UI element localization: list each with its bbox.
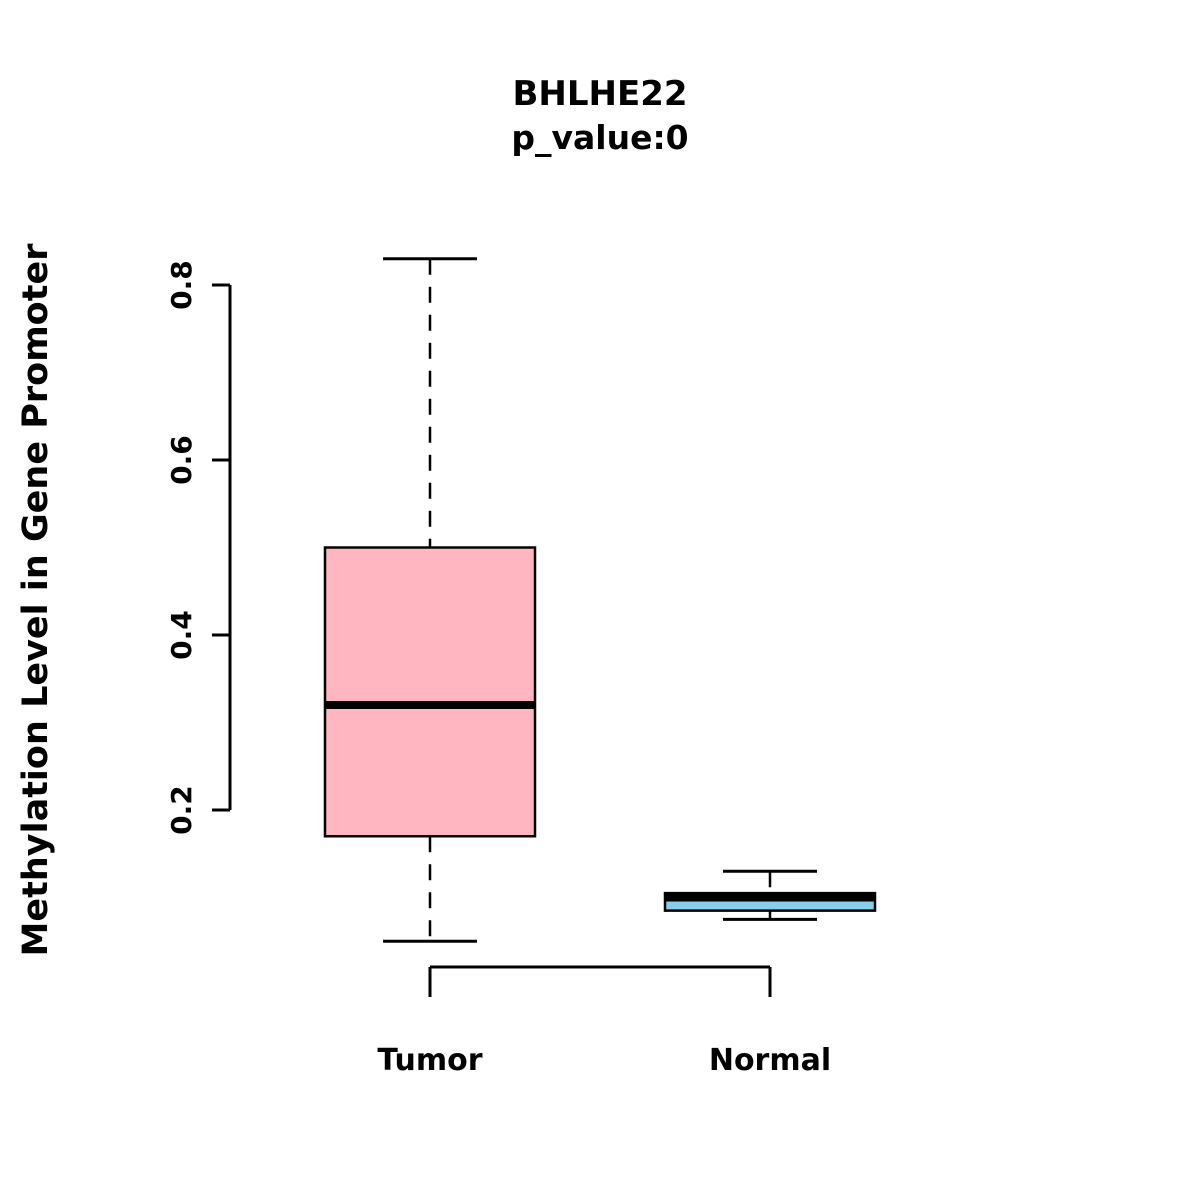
- box-tumor: [323, 546, 537, 838]
- x-category-label-normal: Normal: [709, 1043, 831, 1078]
- y-axis-label: Methylation Level in Gene Promoter: [16, 243, 56, 957]
- y-tick-label-0.2: 0.2: [165, 785, 198, 835]
- y-tick-label-0.4: 0.4: [165, 610, 198, 660]
- x-category-label-tumor: Tumor: [377, 1043, 482, 1078]
- chart-subtitle: p_value:0: [511, 118, 689, 157]
- chart-title: BHLHE22: [512, 74, 688, 114]
- y-tick-label-0.8: 0.8: [165, 260, 198, 310]
- y-tick-label-0.6: 0.6: [165, 435, 198, 485]
